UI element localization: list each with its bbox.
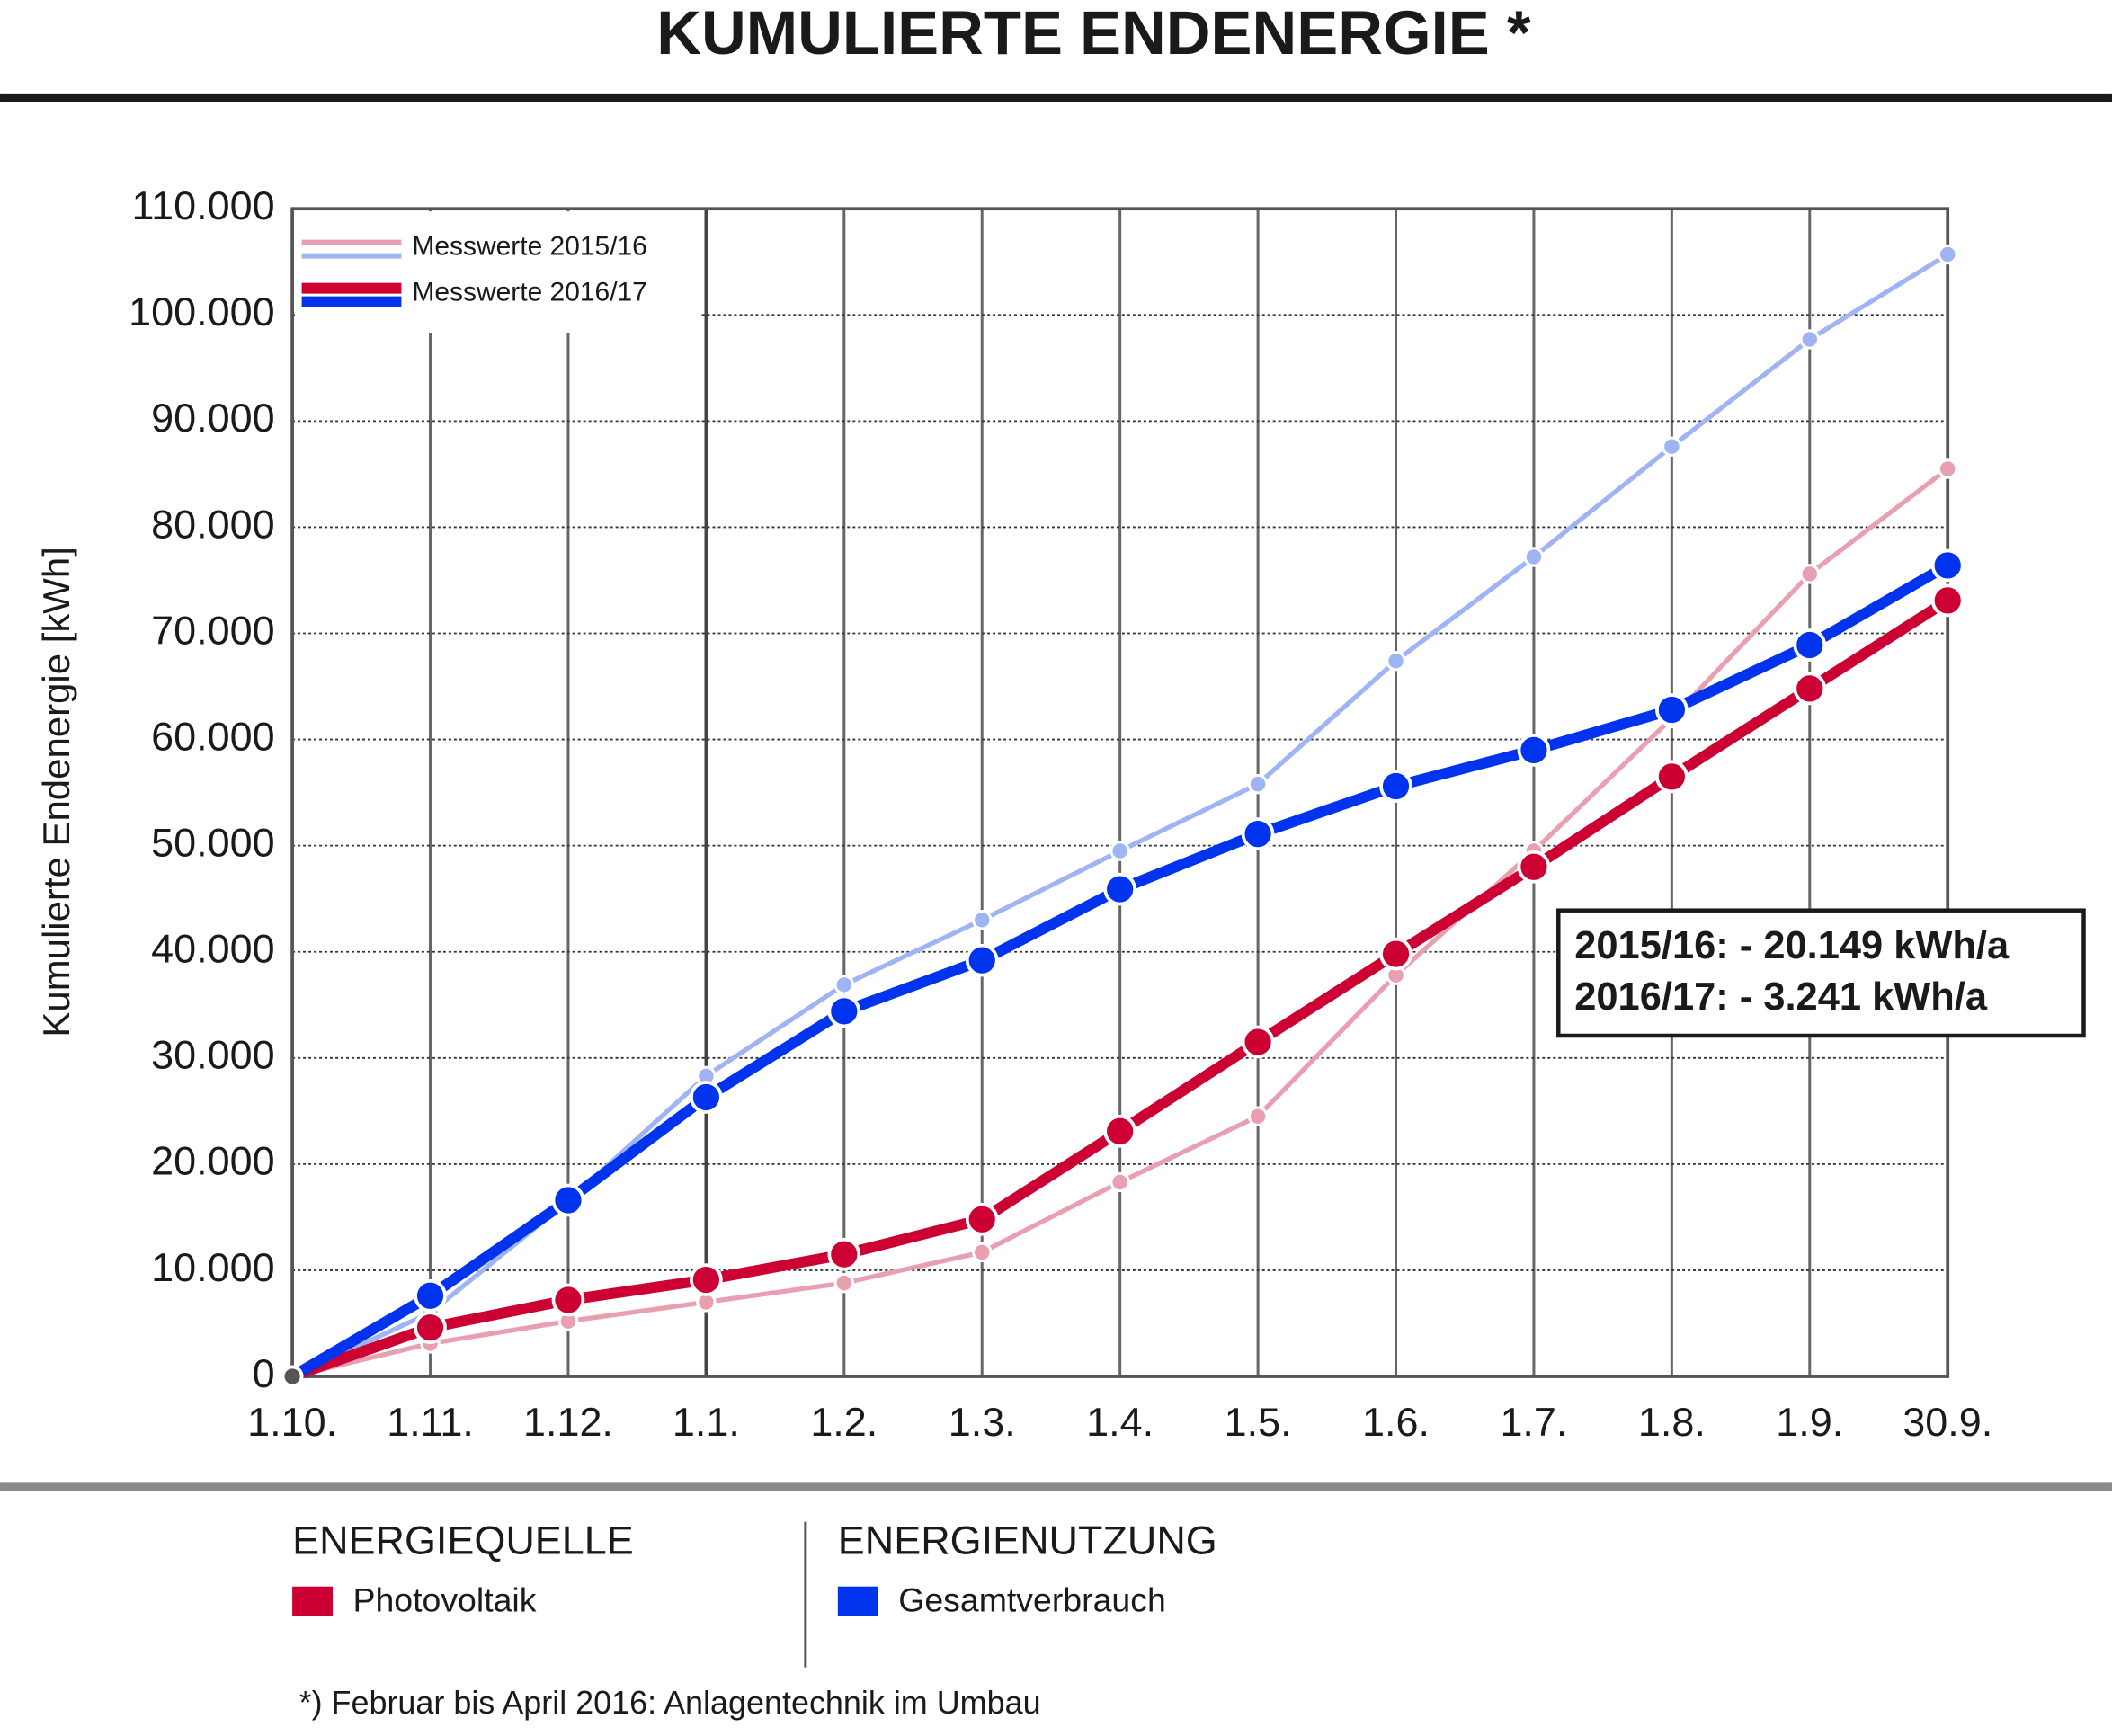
data-point	[827, 994, 861, 1028]
data-point	[1109, 1171, 1130, 1193]
data-point	[1937, 244, 1958, 265]
legend-box	[295, 211, 700, 334]
annotation-box	[1556, 908, 2086, 1038]
x-tick-label: 1.2.	[810, 1399, 878, 1445]
x-tick-label: 1.10.	[247, 1399, 337, 1445]
legend-swatch	[837, 1586, 878, 1616]
data-point	[690, 1263, 723, 1296]
chart-title: KUMULIERTE ENDENERGIE *	[656, 0, 1531, 67]
data-point	[414, 1278, 447, 1313]
annotation: 2015/16: - 20.149 kWh/a	[1574, 924, 2010, 967]
data-point	[1655, 760, 1689, 794]
y-axis-label: Kumulierte Endenergie [kWh]	[35, 547, 77, 1037]
data-point	[833, 1272, 855, 1294]
data-point	[1103, 1114, 1137, 1148]
data-point	[1655, 693, 1689, 726]
data-point	[690, 1081, 723, 1114]
y-tick-label: 80.000	[151, 501, 274, 547]
data-point	[971, 1242, 993, 1263]
data-point	[1793, 628, 1827, 662]
data-point	[1662, 436, 1682, 457]
legend-label: Gesamtverbrauch	[898, 1581, 1166, 1619]
data-point	[551, 1183, 585, 1217]
data-point	[281, 1365, 304, 1388]
x-tick-label: 1.3.	[949, 1399, 1016, 1445]
data-point	[1793, 672, 1827, 706]
data-point	[965, 1202, 999, 1236]
x-tick-label: 1.1.	[673, 1399, 740, 1445]
data-point	[1523, 547, 1545, 567]
plot-border	[290, 207, 1950, 1378]
x-tick-label: 1.11.	[387, 1399, 474, 1445]
data-point	[1799, 564, 1821, 584]
data-point	[1379, 770, 1412, 803]
data-point	[1247, 773, 1269, 795]
y-tick-label: 90.000	[151, 395, 274, 441]
legend-heading: ENERGIENUTZUNG	[838, 1518, 1217, 1563]
y-tick-label: 60.000	[151, 713, 274, 759]
y-tick-label: 50.000	[151, 820, 274, 866]
data-point	[1930, 548, 1965, 583]
data-point	[1517, 734, 1551, 767]
y-tick-label: 10.000	[151, 1244, 274, 1290]
y-tick-label: 0	[253, 1350, 275, 1396]
data-point	[1799, 329, 1821, 350]
data-point	[1109, 841, 1130, 861]
legend-heading: ENERGIEQUELLE	[292, 1518, 634, 1563]
title-rule	[0, 93, 2112, 102]
data-point	[1241, 817, 1275, 851]
y-tick-label: 30.000	[151, 1032, 274, 1078]
y-tick-label: 20.000	[151, 1138, 274, 1184]
y-tick-label: 110.000	[132, 183, 275, 228]
data-point	[965, 943, 999, 977]
legend-swatch	[292, 1586, 334, 1616]
x-tick-label: 30.9.	[1903, 1399, 1992, 1445]
y-tick-label: 100.000	[129, 289, 274, 334]
data-point	[414, 1311, 447, 1345]
divider	[0, 1482, 2112, 1491]
data-point	[1930, 583, 1965, 618]
x-tick-label: 1.4.	[1086, 1399, 1154, 1445]
data-point	[1937, 458, 1958, 479]
legend-label: Messwerte 2016/17	[412, 277, 646, 307]
x-tick-label: 1.9.	[1776, 1399, 1843, 1445]
data-point	[1247, 1106, 1269, 1126]
annotation: 2016/17: - 3.241 kWh/a	[1574, 975, 1988, 1019]
y-tick-label: 70.000	[151, 607, 274, 653]
x-tick-label: 1.12.	[523, 1399, 613, 1445]
data-point	[827, 1237, 861, 1271]
legend-label: Photovoltaik	[353, 1581, 537, 1619]
data-point	[1379, 937, 1412, 971]
x-tick-label: 1.8.	[1638, 1399, 1706, 1445]
data-point	[1241, 1025, 1275, 1059]
x-tick-label: 1.7.	[1500, 1399, 1567, 1445]
data-point	[1103, 872, 1137, 906]
data-point	[971, 910, 993, 930]
data-point	[551, 1283, 585, 1317]
data-point	[1517, 850, 1551, 884]
data-point	[833, 975, 855, 995]
y-tick-label: 40.000	[151, 926, 274, 972]
data-point	[1386, 650, 1406, 672]
x-tick-label: 1.5.	[1225, 1399, 1292, 1445]
x-tick-label: 1.6.	[1362, 1399, 1430, 1445]
footnote: *) Februar bis April 2016: Anlagentechni…	[299, 1684, 1041, 1721]
legend-label: Messwerte 2015/16	[412, 232, 646, 262]
